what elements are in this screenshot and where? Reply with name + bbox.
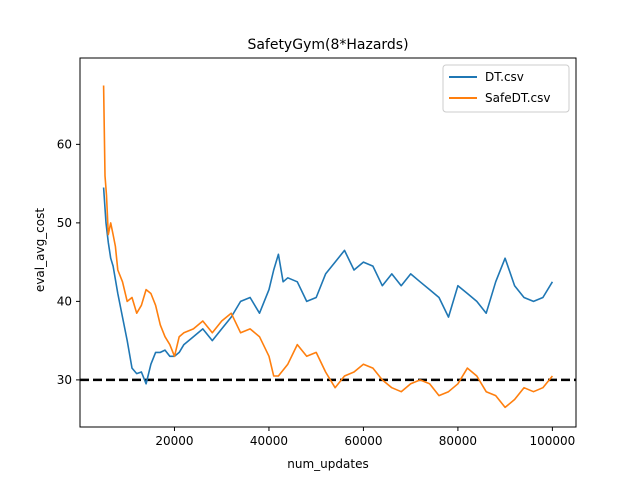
legend-label: DT.csv [485,70,524,84]
y-tick-label: 30 [57,373,72,387]
y-axis: 30 40 50 60 [57,137,80,387]
y-tick-label: 60 [57,137,72,151]
y-axis-label: eval_avg_cost [33,208,47,292]
chart-title: SafetyGym(8*Hazards) [247,37,408,53]
x-tick-label: 100000 [529,434,575,448]
legend: DT.csv SafeDT.csv [442,64,570,113]
y-tick-label: 50 [57,216,72,230]
series-line-1 [102,187,554,385]
x-axis-label: num_updates [287,457,368,471]
x-tick-label: 20000 [155,434,193,448]
series-group [102,85,554,409]
x-tick-label: 40000 [250,434,288,448]
x-axis: 20000 40000 60000 80000 100000 [155,427,575,448]
x-tick-label: 60000 [344,434,382,448]
plot-frame [79,57,577,428]
plot-area [79,57,577,428]
x-tick-label: 80000 [439,434,477,448]
legend-label: SafeDT.csv [485,91,551,105]
series-line-2 [102,85,554,409]
y-tick-label: 40 [57,294,72,308]
